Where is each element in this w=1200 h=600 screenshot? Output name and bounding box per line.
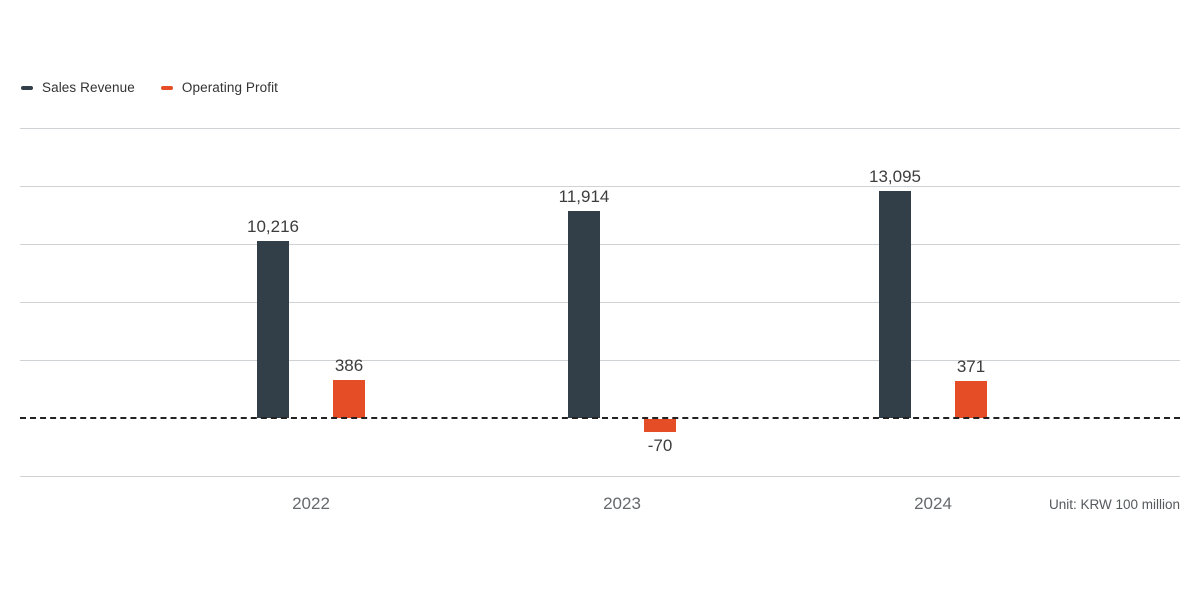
value-label-profit-2022: 386 bbox=[334, 356, 364, 375]
legend-item-operating-profit: Operating Profit bbox=[160, 80, 279, 95]
unit-note: Unit: KRW 100 million bbox=[1048, 497, 1180, 512]
bar-profit-2023 bbox=[644, 419, 676, 432]
gridline-h bbox=[20, 302, 1180, 303]
value-label-sales-2023: 11,914 bbox=[558, 187, 610, 206]
bar-profit-2022 bbox=[333, 380, 365, 418]
legend-item-sales-revenue: Sales Revenue bbox=[21, 80, 135, 95]
bar-sales-2023 bbox=[568, 211, 600, 418]
value-label-profit-2024: 371 bbox=[956, 357, 986, 376]
zero-baseline bbox=[20, 417, 1180, 419]
x-label-2023: 2023 bbox=[603, 494, 641, 513]
gridline-h bbox=[20, 186, 1180, 187]
gridline-h bbox=[20, 360, 1180, 361]
bar-profit-2024 bbox=[955, 381, 987, 418]
x-label-2024: 2024 bbox=[914, 494, 952, 513]
gridline-bottom bbox=[20, 476, 1180, 477]
sales-revenue-swatch-icon bbox=[21, 85, 33, 90]
gridline-h bbox=[20, 128, 1180, 129]
value-label-sales-2022: 10,216 bbox=[247, 217, 299, 236]
operating-profit-swatch-icon bbox=[160, 85, 173, 90]
bar-sales-2022 bbox=[257, 241, 289, 418]
value-label-profit-2023: -70 bbox=[647, 436, 673, 455]
legend-label-operating-profit: Operating Profit bbox=[181, 80, 279, 95]
legend: Sales Revenue Operating Profit bbox=[21, 80, 278, 95]
x-label-2022: 2022 bbox=[292, 494, 330, 513]
gridline-h bbox=[20, 244, 1180, 245]
value-label-sales-2024: 13,095 bbox=[869, 167, 921, 186]
bar-sales-2024 bbox=[879, 191, 911, 418]
legend-label-sales-revenue: Sales Revenue bbox=[42, 80, 135, 95]
